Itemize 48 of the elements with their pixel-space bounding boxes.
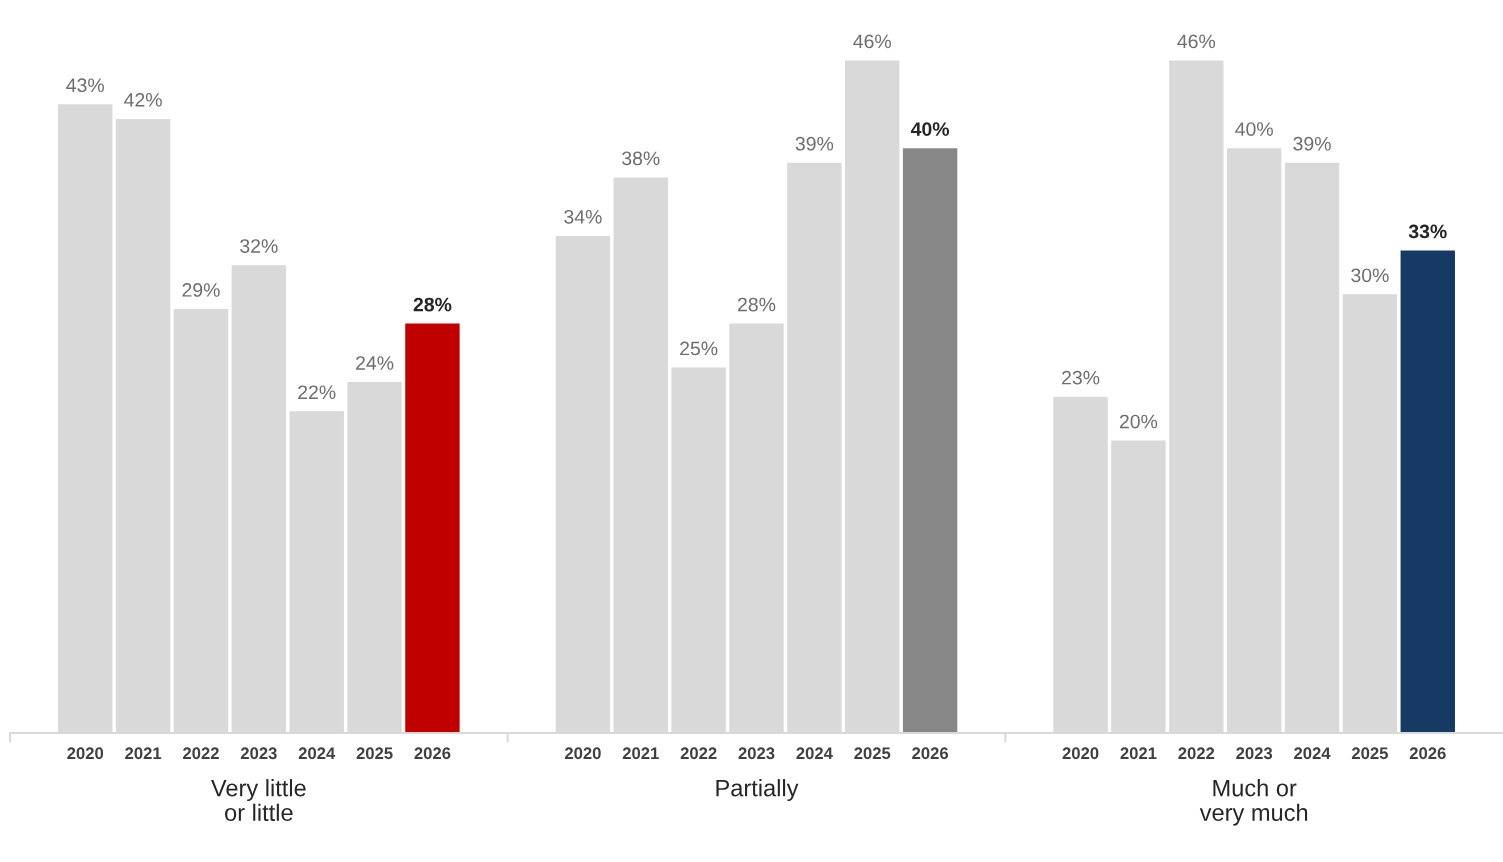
x-tick-label: 2026: [1409, 747, 1446, 760]
x-tick-label: 2025: [356, 747, 393, 760]
x-tick-label: 2022: [680, 747, 717, 760]
x-tick-label: 2025: [854, 747, 891, 760]
data-label: 23%: [1062, 370, 1100, 385]
x-tick-label: 2021: [622, 747, 659, 760]
data-label: 39%: [1293, 136, 1331, 151]
data-label: 24%: [356, 356, 394, 370]
data-label: 22%: [298, 385, 336, 400]
x-axis-title: Very little or little: [211, 779, 306, 822]
x-tick-label: 2021: [1120, 747, 1157, 760]
bar: [902, 148, 958, 733]
x-tick-label: 2024: [796, 747, 833, 760]
data-label: 32%: [240, 239, 278, 253]
data-label: 42%: [124, 92, 162, 107]
data-label: 38%: [622, 151, 660, 166]
data-label: 25%: [680, 341, 718, 356]
x-tick-label: 2024: [298, 747, 336, 760]
x-tick-label: 2020: [67, 747, 104, 760]
x-tick-label: 2023: [240, 747, 277, 760]
x-tick-label: 2020: [564, 747, 601, 760]
x-tick-label: 2022: [1178, 747, 1215, 760]
x-tick-label: 2023: [738, 747, 775, 760]
data-label: 40%: [910, 122, 950, 136]
data-label: 46%: [853, 34, 891, 49]
x-tick-label: 2026: [912, 747, 949, 760]
data-label: 39%: [795, 136, 834, 151]
data-label: 46%: [1177, 34, 1216, 49]
data-label: 30%: [1351, 268, 1389, 283]
x-tick-label: 2020: [1062, 747, 1099, 760]
data-label: 28%: [738, 297, 776, 312]
data-label: 28%: [413, 297, 452, 312]
data-label: 29%: [182, 283, 220, 297]
x-tick-label: 2023: [1236, 747, 1273, 760]
data-label: 34%: [564, 209, 602, 224]
x-axis-title: Partially: [716, 779, 799, 802]
x-axis-title: Much or very much: [1199, 779, 1308, 826]
data-label: 40%: [1235, 122, 1273, 136]
x-tick-label: 2024: [1294, 747, 1331, 760]
x-tick-label: 2026: [414, 747, 451, 760]
x-tick-label: 2021: [125, 747, 162, 760]
data-label: 20%: [1119, 414, 1158, 429]
x-tick-label: 2022: [183, 747, 219, 760]
bar: [405, 323, 460, 733]
data-label: 33%: [1408, 224, 1447, 239]
x-tick-label: 2025: [1351, 747, 1388, 760]
bar: [1400, 250, 1455, 733]
data-label: 43%: [66, 78, 104, 93]
